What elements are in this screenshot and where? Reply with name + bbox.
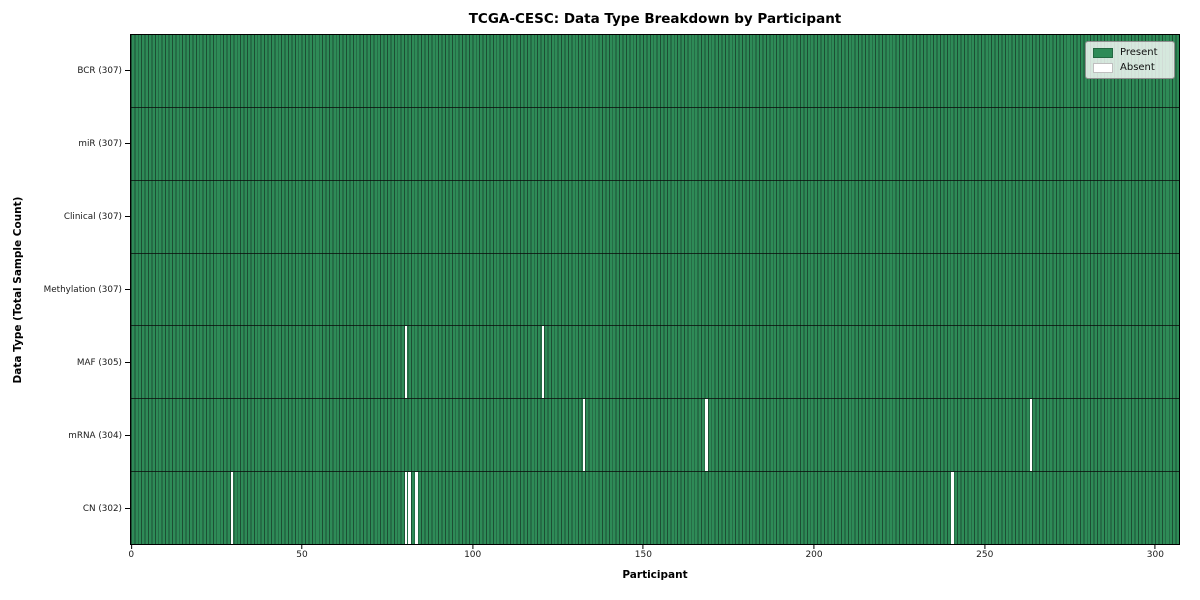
y-tick-CN: CN (302) (0, 472, 130, 545)
x-tick-label: 100 (464, 550, 482, 560)
absent-cell (415, 472, 418, 545)
x-tick-mark (642, 545, 644, 549)
heatmap-row-mRNA (131, 399, 1179, 473)
y-tick-mark (125, 216, 130, 217)
y-tick-mark (125, 289, 130, 290)
y-tick-miR: miR (307) (0, 107, 130, 180)
x-tick-mark (984, 545, 986, 549)
legend-label: Absent (1120, 62, 1155, 73)
legend-item-absent: Absent (1093, 62, 1167, 73)
heatmap-row-MAF (131, 326, 1179, 400)
absent-cell (408, 472, 411, 545)
plot-area (130, 34, 1180, 545)
x-tick-label: 150 (634, 550, 652, 560)
y-tick-mark (125, 508, 130, 509)
y-tick-mRNA: mRNA (304) (0, 399, 130, 472)
x-tick-mark (1154, 545, 1156, 549)
absent-cell (404, 472, 408, 545)
x-tick-mark (130, 545, 132, 549)
heatmap-row-Clinical (131, 180, 1179, 254)
x-tick-label: 50 (296, 550, 308, 560)
y-tick-label: Clinical (307) (63, 211, 122, 222)
x-tick-150: 150 (635, 545, 652, 560)
y-tick-mark (125, 143, 130, 144)
x-tick-mark (301, 545, 303, 549)
y-tick-Clinical: Clinical (307) (0, 180, 130, 253)
absent-cell (404, 326, 408, 399)
y-tick-label: miR (307) (78, 138, 122, 149)
y-tick-mark (125, 70, 130, 71)
absent-cell (1029, 399, 1033, 472)
y-axis-labels: BCR (307) miR (307) Clinical (307) Methylat… (0, 34, 130, 545)
chart-title: TCGA-CESC: Data Type Breakdown by Partic… (468, 11, 842, 27)
x-tick-200: 200 (805, 545, 823, 560)
y-tick-Methylation: Methylation (307) (0, 253, 130, 326)
absent-cell (705, 399, 708, 472)
legend-label: Present (1120, 47, 1158, 58)
present-swatch-icon (1093, 47, 1113, 58)
y-tick-label: CN (302) (82, 503, 122, 514)
x-axis-label: Participant (622, 569, 688, 581)
x-tick-label: 0 (128, 550, 135, 560)
legend: Present Absent (1085, 41, 1175, 79)
legend-item-present: Present (1093, 47, 1167, 58)
y-tick-label: Methylation (307) (43, 284, 122, 295)
y-tick-BCR: BCR (307) (0, 34, 130, 107)
x-tick-label: 200 (805, 550, 823, 560)
x-tick-mark (813, 545, 815, 549)
absent-cell (951, 472, 954, 545)
heatmap-row-miR (131, 107, 1179, 181)
y-tick-label: mRNA (304) (68, 430, 122, 441)
x-axis-ticks: 0 50 100 150 200 250 300 (128, 545, 1180, 567)
heatmap-row-BCR (131, 35, 1179, 108)
y-tick-MAF: MAF (305) (0, 326, 130, 399)
y-tick-label: BCR (307) (77, 65, 122, 76)
absent-cell (582, 399, 585, 472)
x-tick-mark (472, 545, 474, 549)
x-tick-label: 300 (1146, 550, 1164, 560)
x-tick-100: 100 (464, 545, 481, 560)
heatmap-row-CN (131, 472, 1179, 545)
heatmap-row-Methylation (131, 253, 1179, 327)
y-tick-mark (125, 435, 130, 436)
y-tick-mark (125, 362, 130, 363)
x-tick-0: 0 (128, 545, 134, 560)
x-tick-300: 300 (1147, 545, 1164, 560)
x-tick-50: 50 (296, 545, 308, 560)
y-tick-label: MAF (305) (76, 357, 122, 368)
absent-cell (541, 326, 545, 399)
x-tick-250: 250 (976, 545, 993, 560)
x-tick-label: 250 (976, 550, 994, 560)
absent-cell (230, 472, 234, 545)
absent-swatch-icon (1093, 62, 1113, 73)
